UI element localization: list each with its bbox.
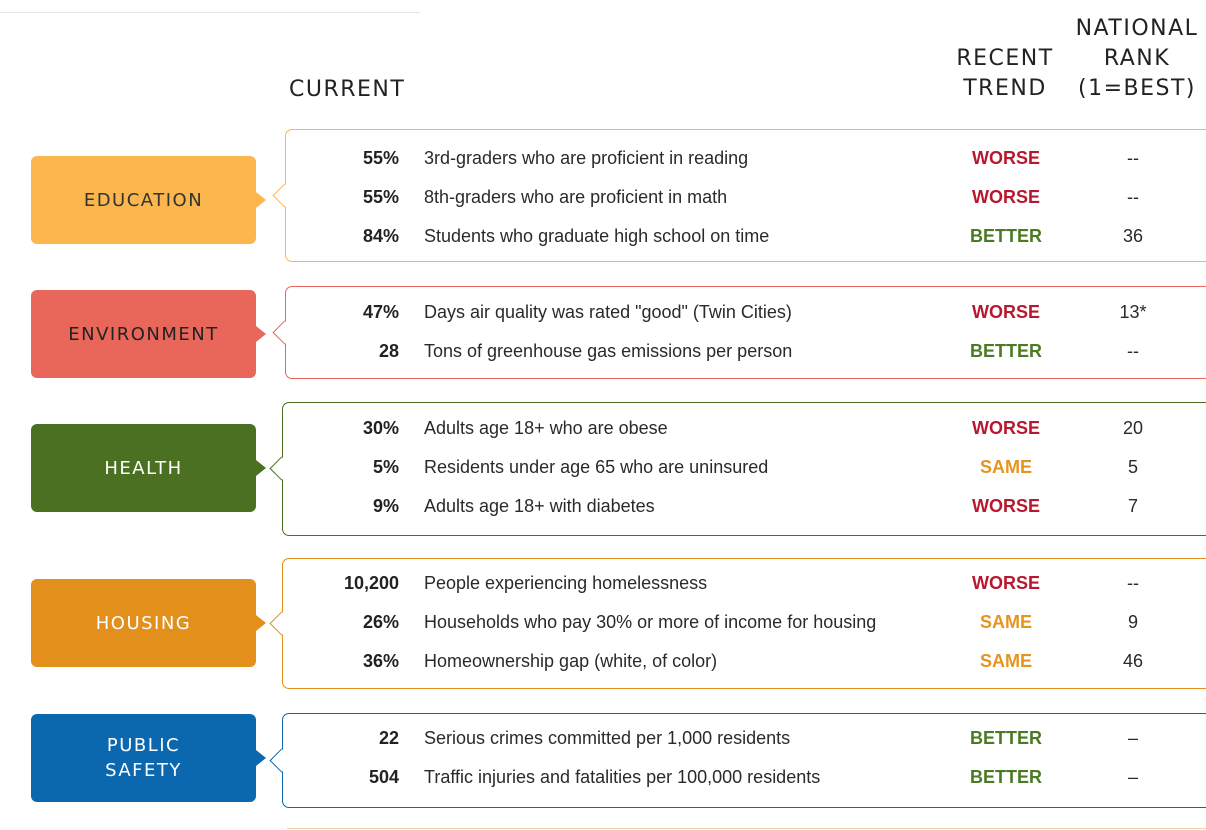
indicator-row: 26% Households who pay 30% or more of inc… (283, 603, 1206, 642)
indicator-row: 22 Serious crimes committed per 1,000 res… (283, 719, 1206, 758)
trend-value: SAME (979, 457, 1032, 477)
indicator-description: Adults age 18+ with diabetes (424, 496, 655, 516)
trend-value: WORSE (971, 496, 1040, 516)
current-value: 5% (372, 457, 399, 477)
current-value: 26% (362, 612, 399, 632)
indicator-row: 55% 3rd-graders who are proficient in rea… (286, 139, 1206, 178)
indicator-row: 9% Adults age 18+ with diabetes WORSE 7 (283, 487, 1206, 526)
indicator-description: Serious crimes committed per 1,000 resid… (424, 728, 791, 748)
national-rank-value: -- (1127, 573, 1139, 593)
header-current: CURRENT (289, 77, 406, 102)
indicator-row: 30% Adults age 18+ who are obese WORSE 20 (283, 409, 1206, 448)
category-label-text: PUBLIC SAFETY (105, 735, 182, 781)
indicator-description: 8th-graders who are proficient in math (424, 187, 728, 207)
national-rank-value: – (1127, 728, 1138, 748)
national-rank-value: -- (1127, 187, 1139, 207)
national-rank-value: 36 (1122, 226, 1144, 246)
trend-value: BETTER (970, 341, 1042, 361)
national-rank-value: – (1127, 767, 1138, 787)
trend-value: WORSE (971, 187, 1040, 207)
category-label-public_safety: PUBLIC SAFETY (31, 714, 266, 802)
indicator-description: Tons of greenhouse gas emissions per per… (424, 341, 793, 361)
indicator-description: Residents under age 65 who are uninsured (424, 457, 769, 477)
bottom-divider (287, 828, 1206, 829)
national-rank-value: 46 (1122, 651, 1144, 671)
category-label-text: ENVIRONMENT (68, 323, 219, 345)
indicator-panel-education: 55% 3rd-graders who are proficient in rea… (272, 129, 1206, 262)
indicator-description: Households who pay 30% or more of income… (424, 612, 877, 632)
indicator-row: 84% Students who graduate high school on … (286, 217, 1206, 256)
national-rank-value: 5 (1127, 457, 1138, 477)
trend-value: BETTER (970, 728, 1042, 748)
indicator-row: 5% Residents under age 65 who are uninsur… (283, 448, 1206, 487)
indicator-panel-environment: 47% Days air quality was rated "good" (Tw… (272, 286, 1206, 379)
indicator-description: Days air quality was rated "good" (Twin … (424, 302, 792, 322)
indicator-panel-public_safety: 22 Serious crimes committed per 1,000 res… (269, 713, 1206, 808)
trend-value: WORSE (971, 302, 1040, 322)
trend-value: WORSE (971, 418, 1040, 438)
current-value: 84% (362, 226, 399, 246)
current-value: 55% (362, 187, 399, 207)
category-label-health: HEALTH (31, 424, 266, 512)
indicator-row: 36% Homeownership gap (white, of color) SA… (283, 642, 1206, 681)
header-rank-line-1: NATIONAL (1075, 16, 1199, 41)
indicator-row: 47% Days air quality was rated "good" (Tw… (286, 293, 1206, 332)
current-value: 47% (362, 302, 399, 322)
category-label-housing: HOUSING (31, 579, 266, 667)
trend-value: WORSE (971, 148, 1040, 168)
header-rank-line-3: (1=BEST) (1078, 76, 1196, 101)
header-trend-line-1: RECENT (956, 46, 1054, 71)
top-divider (0, 12, 420, 13)
header-trend-line-2: TREND (963, 76, 1047, 101)
current-value: 504 (368, 767, 399, 787)
indicator-row: 55% 8th-graders who are proficient in mat… (286, 178, 1206, 217)
indicator-row: 10,200 People experiencing homelessness WO… (283, 564, 1206, 603)
current-value: 22 (378, 728, 399, 748)
indicator-panel-housing: 10,200 People experiencing homelessness WO… (269, 558, 1206, 689)
national-rank-value: -- (1127, 341, 1139, 361)
indicator-description: People experiencing homelessness (424, 573, 708, 593)
indicator-panel-health: 30% Adults age 18+ who are obese WORSE 20 5%… (269, 402, 1206, 536)
national-rank-value: -- (1127, 148, 1139, 168)
national-rank-value: 13* (1119, 302, 1147, 322)
current-value: 28 (378, 341, 399, 361)
category-label-environment: ENVIRONMENT (31, 290, 266, 378)
national-rank-value: 9 (1127, 612, 1138, 632)
current-value: 55% (362, 148, 399, 168)
indicator-description: Adults age 18+ who are obese (424, 418, 668, 438)
category-label-text: HOUSING (95, 612, 192, 634)
current-value: 30% (362, 418, 399, 438)
trend-value: BETTER (970, 767, 1042, 787)
trend-value: WORSE (971, 573, 1040, 593)
national-rank-value: 7 (1127, 496, 1138, 516)
category-label-text: EDUCATION (83, 189, 204, 211)
header-national-rank: NATIONAL RANK (1=BEST) (1068, 14, 1206, 104)
indicator-description: Traffic injuries and fatalities per 100,… (424, 767, 821, 787)
indicator-row: 504 Traffic injuries and fatalities per 1… (283, 758, 1206, 797)
indicator-row: 28 Tons of greenhouse gas emissions per p… (286, 332, 1206, 371)
indicator-description: 3rd-graders who are proficient in readin… (424, 148, 749, 168)
current-value: 36% (362, 651, 399, 671)
trend-value: SAME (979, 612, 1032, 632)
indicator-description: Homeownership gap (white, of color) (424, 651, 718, 671)
category-label-text: HEALTH (104, 457, 183, 479)
current-value: 9% (372, 496, 399, 516)
current-value: 10,200 (343, 573, 399, 593)
header-rank-line-2: RANK (1103, 46, 1171, 71)
indicator-description: Students who graduate high school on tim… (424, 226, 770, 246)
header-recent-trend: RECENT TREND (940, 44, 1070, 104)
trend-value: SAME (979, 651, 1032, 671)
trend-value: BETTER (970, 226, 1042, 246)
category-label-education: EDUCATION (31, 156, 266, 244)
national-rank-value: 20 (1122, 418, 1144, 438)
